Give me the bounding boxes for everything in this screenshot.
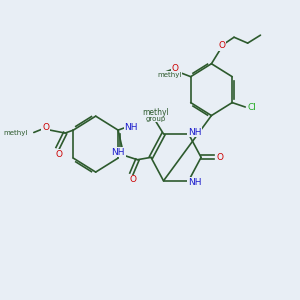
- Text: O: O: [171, 64, 178, 73]
- Text: methyl: methyl: [142, 108, 169, 117]
- Text: methyl: methyl: [158, 72, 182, 78]
- Text: methyl: methyl: [3, 130, 28, 136]
- Text: O: O: [218, 41, 225, 50]
- Text: Cl: Cl: [248, 103, 256, 112]
- Text: NH: NH: [124, 123, 138, 132]
- Text: NH: NH: [188, 128, 201, 137]
- Text: O: O: [56, 150, 63, 159]
- Text: O: O: [42, 123, 49, 132]
- Text: O: O: [217, 153, 224, 162]
- Text: methyl
group: methyl group: [143, 109, 167, 122]
- Text: NH: NH: [188, 178, 201, 187]
- Text: NH: NH: [112, 148, 125, 157]
- Text: O: O: [129, 175, 136, 184]
